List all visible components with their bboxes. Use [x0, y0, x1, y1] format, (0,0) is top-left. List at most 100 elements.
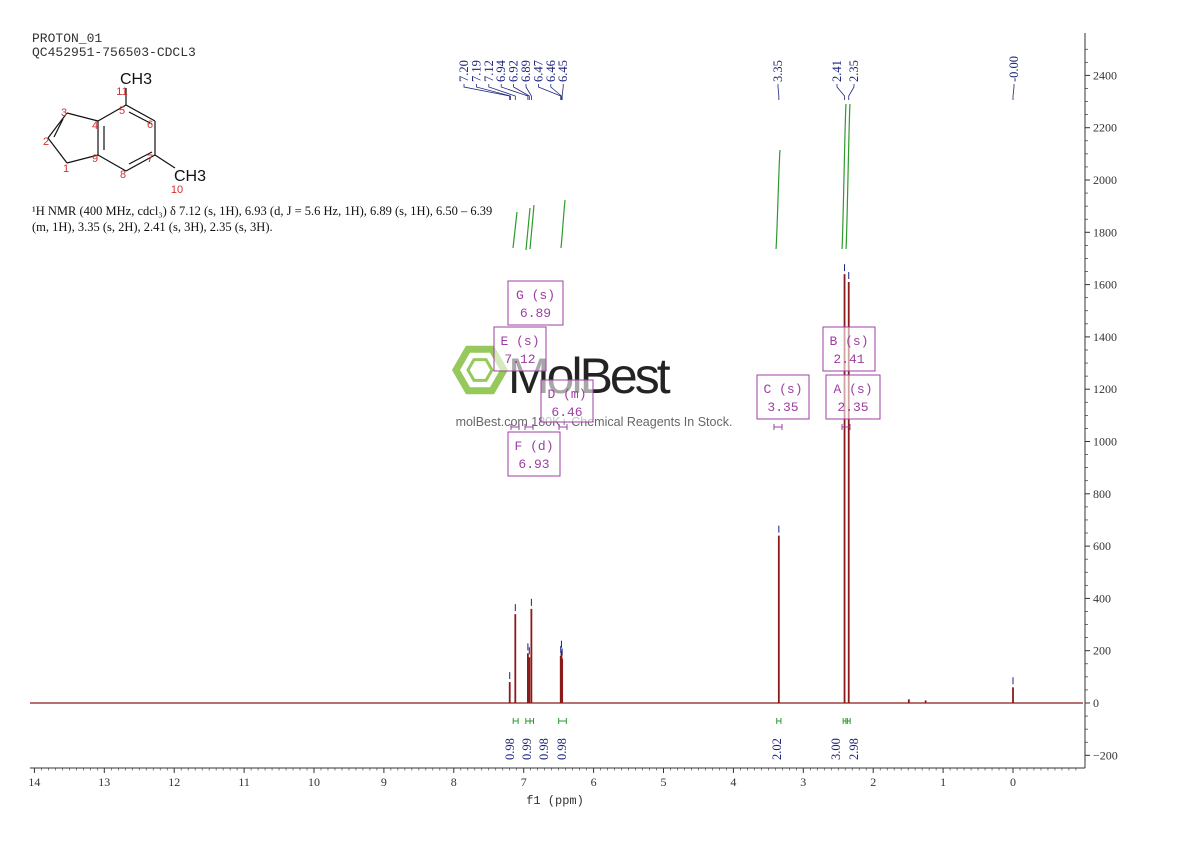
x-tick-label: 14	[28, 775, 40, 789]
peak-label-leader	[538, 84, 562, 100]
integral-value: 2.02	[770, 738, 784, 760]
watermark-tagline: molBest.com 180K+ Chemical Reagents In S…	[456, 415, 733, 429]
peak-label: 7.19	[469, 60, 483, 82]
y-tick-label: 0	[1093, 696, 1099, 710]
peak-label-leader	[836, 84, 845, 100]
peak-label-leader	[550, 84, 562, 100]
multiplet-shift: 2.35	[837, 400, 868, 415]
nmr-description-line-1: ¹H NMR (400 MHz, cdcl₃) δ 7.12 (s, 1H), …	[32, 204, 493, 218]
peak-label: 3.35	[771, 60, 785, 82]
multiplet-shift: 6.89	[520, 306, 551, 321]
peak-label: 2.35	[847, 60, 861, 82]
structure-atom-number: 8	[120, 169, 126, 181]
multiplet-shift: 6.93	[518, 457, 549, 472]
multiplet-shift: 7.12	[504, 352, 535, 367]
nmr-description-line-2: (m, 1H), 3.35 (s, 2H), 2.41 (s, 3H), 2.3…	[32, 220, 273, 234]
structure-bond	[47, 112, 68, 139]
structure-bond	[97, 104, 127, 122]
peak-label: -0.00	[1007, 56, 1021, 82]
y-tick-label: 200	[1093, 644, 1111, 658]
integral-value: 0.98	[503, 738, 517, 760]
integral-value: 0.98	[537, 738, 551, 760]
x-tick-label: 4	[730, 775, 736, 789]
peak-label: 6.45	[556, 60, 570, 82]
peak-label-leader	[475, 84, 511, 100]
multiplet-box	[507, 431, 561, 477]
multiplet-box	[507, 280, 564, 326]
structure-bond	[154, 154, 176, 169]
nmr-description: ¹H NMR (400 MHz, cdcl₃) δ 7.12 (s, 1H), …	[32, 203, 492, 235]
peak-label-leader	[848, 84, 855, 100]
structure-bond	[66, 154, 99, 164]
peak-label: 2.41	[830, 60, 844, 82]
integral-curve	[775, 149, 781, 250]
integral-curve	[525, 207, 531, 251]
peak-label: 7.12	[482, 60, 496, 82]
y-tick-label: 1200	[1093, 382, 1117, 396]
y-tick-label: 1600	[1093, 278, 1117, 292]
x-tick-label: 12	[168, 775, 180, 789]
y-tick-label: 2200	[1093, 121, 1117, 135]
peak-label: 6.89	[519, 60, 533, 82]
structure-atom-number: 5	[119, 105, 125, 117]
multiplet-box	[540, 379, 594, 423]
multiplet-label: E (s)	[500, 334, 539, 349]
x-tick-label: 2	[870, 775, 876, 789]
integral-curve	[845, 103, 851, 250]
y-tick-label: 1000	[1093, 435, 1117, 449]
peak-label-leader	[463, 84, 511, 100]
structure-bond	[125, 154, 156, 172]
integral-value: 0.99	[520, 738, 534, 760]
x-axis-label: f1 (ppm)	[526, 794, 584, 808]
multiplet-shift: 2.41	[833, 352, 864, 367]
structure-bond	[97, 154, 127, 172]
sample-header: PROTON_01 QC452951-756503-CDCL3	[32, 32, 196, 60]
watermark-logo-icon	[451, 345, 509, 395]
multiplet-box	[825, 374, 881, 420]
y-tick-label: 800	[1093, 487, 1111, 501]
x-tick-label: 5	[661, 775, 667, 789]
peak-label: 7.20	[457, 60, 471, 82]
y-tick-label: 2000	[1093, 173, 1117, 187]
structure-atom-number: 2	[43, 136, 49, 148]
x-tick-label: 10	[308, 775, 320, 789]
x-tick-label: 3	[800, 775, 806, 789]
structure-bond	[47, 137, 68, 164]
multiplet-box	[822, 326, 876, 372]
integral-value: 0.98	[555, 738, 569, 760]
multiplet-label: B (s)	[829, 334, 868, 349]
y-tick-label: 400	[1093, 591, 1111, 605]
structure-bond	[125, 104, 156, 122]
structure-atom-number: 10	[171, 184, 183, 196]
x-tick-label: 0	[1010, 775, 1016, 789]
structure-bond	[66, 112, 99, 122]
structure-methyl-label: CH3	[174, 168, 206, 185]
x-tick-label: 1	[940, 775, 946, 789]
multiplet-shift: 3.35	[767, 400, 798, 415]
peak-label: 6.92	[507, 60, 521, 82]
x-tick-label: 6	[591, 775, 597, 789]
structure-methyl-label: CH3	[120, 71, 152, 88]
peak-label-leader	[777, 84, 780, 100]
integral-curve	[841, 103, 847, 250]
peak-label-leader	[513, 84, 530, 100]
structure-atom-number: 6	[147, 119, 153, 131]
peak-label-leader	[500, 84, 529, 100]
peak-label: 6.46	[544, 60, 558, 82]
multiplet-label: F (d)	[514, 439, 553, 454]
multiplet-box	[756, 374, 810, 420]
multiplet-label: C (s)	[763, 382, 802, 397]
integral-value: 3.00	[829, 738, 843, 760]
structure-atom-number: 11	[116, 86, 127, 98]
y-tick-label: −200	[1093, 748, 1118, 762]
multiplet-label: A (s)	[833, 382, 872, 397]
y-tick-label: 2400	[1093, 68, 1117, 82]
y-tick-label: 1400	[1093, 330, 1117, 344]
structure-bond	[128, 151, 153, 165]
peak-label: 6.47	[531, 60, 545, 82]
x-tick-label: 11	[238, 775, 250, 789]
peak-label-leader	[488, 84, 516, 100]
sample-id: QC452951-756503-CDCL3	[32, 45, 196, 60]
multiplet-shift: 6.46	[551, 405, 582, 420]
